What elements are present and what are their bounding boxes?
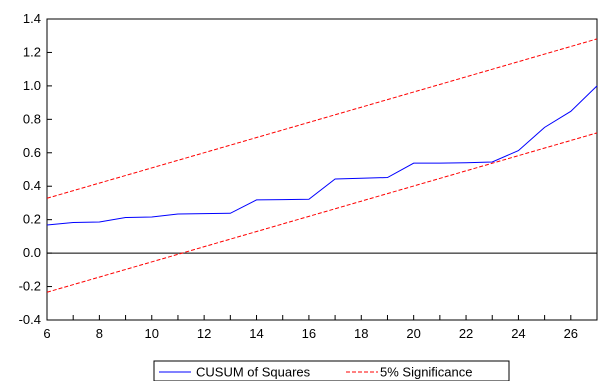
y-tick-label: 1.4 xyxy=(23,11,41,26)
significance-band-line xyxy=(46,38,598,199)
x-tick-label: 16 xyxy=(302,326,316,341)
x-tick-label: 10 xyxy=(145,326,159,341)
x-tick-label: 12 xyxy=(197,326,211,341)
y-tick-label: 1.2 xyxy=(23,44,41,59)
x-tick-label: 8 xyxy=(96,326,103,341)
y-tick-label: -0.4 xyxy=(19,312,41,327)
cusum-squares-line xyxy=(46,85,598,226)
y-tick-label: 0.4 xyxy=(23,178,41,193)
legend-label: CUSUM of Squares xyxy=(196,365,311,380)
x-tick-label: 20 xyxy=(406,326,420,341)
y-tick-label: 0.8 xyxy=(23,111,41,126)
legend: CUSUM of Squares 5% Significance xyxy=(153,360,510,381)
series-layer xyxy=(46,38,598,293)
x-tick-label: 18 xyxy=(354,326,368,341)
legend-label: 5% Significance xyxy=(380,365,473,380)
x-tick-label: 22 xyxy=(459,326,473,341)
y-tick-label: -0.2 xyxy=(19,279,41,294)
plot-frame xyxy=(46,18,598,321)
axes-layer: -0.4 -0.2 0.0 0.2 0.4 0.6 0.8 1.0 1.2 1.4 6 8 10 12 14… xyxy=(19,11,598,341)
significance-band-line xyxy=(46,132,598,293)
y-tick-label: 0.2 xyxy=(23,212,41,227)
legend-box xyxy=(153,360,510,381)
x-tick-label: 26 xyxy=(564,326,578,341)
y-tick-label: 1.0 xyxy=(23,78,41,93)
y-tick-label: 0.6 xyxy=(23,145,41,160)
y-tick-label: 0.0 xyxy=(23,245,41,260)
x-tick-label: 6 xyxy=(43,326,50,341)
x-tick-label: 14 xyxy=(249,326,263,341)
x-tick-label: 24 xyxy=(511,326,525,341)
